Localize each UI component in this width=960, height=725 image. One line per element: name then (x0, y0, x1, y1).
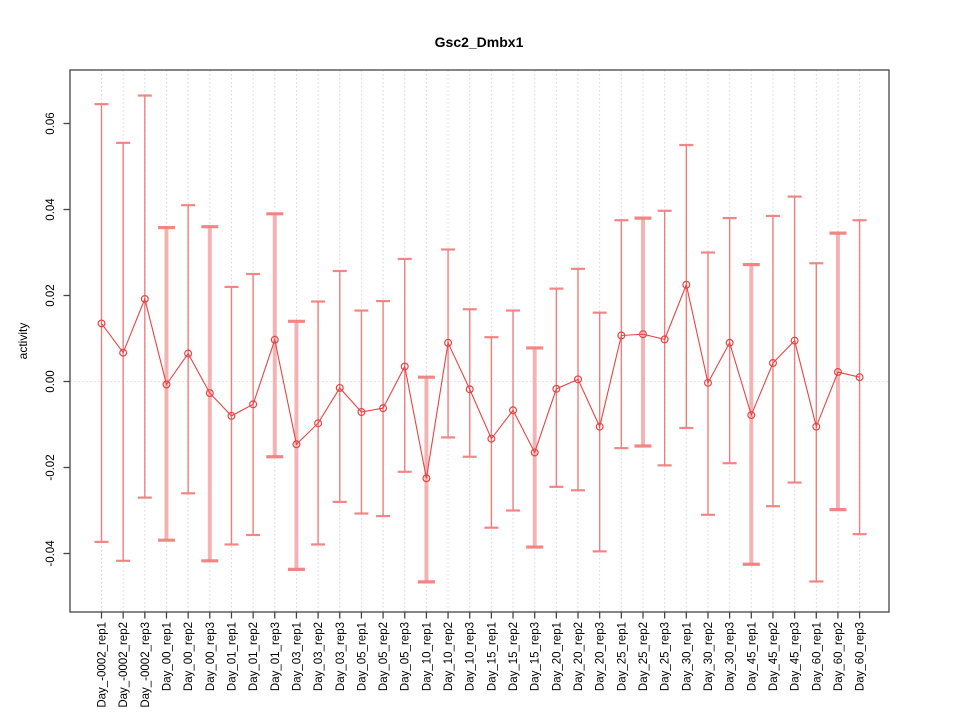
data-point (509, 406, 518, 415)
data-point (97, 319, 106, 328)
data-point (617, 331, 626, 340)
chart-title: Gsc2_Dmbx1 (435, 34, 524, 50)
x-tick-label: Day_20_rep3 (595, 622, 607, 691)
data-point (205, 389, 214, 398)
x-tick-label: Day_15_rep2 (508, 622, 520, 691)
x-tick-label: Day_25_rep1 (616, 622, 628, 691)
x-tick-label: Day_45_rep2 (768, 622, 780, 691)
x-tick-label: Day_25_rep3 (660, 622, 672, 691)
x-tick-label: Day_30_rep2 (703, 622, 715, 691)
data-point (855, 373, 864, 382)
data-point (682, 280, 691, 289)
data-point (487, 434, 496, 443)
data-point (119, 348, 128, 357)
data-point (422, 474, 431, 483)
data-point (379, 404, 388, 413)
y-tick-label: 0.06 (45, 112, 57, 134)
data-point (552, 384, 561, 393)
x-tick-label: Day_05_rep1 (356, 622, 368, 691)
data-point (530, 448, 539, 457)
axes (63, 69, 890, 619)
x-tick-label: Day_05_rep3 (400, 622, 412, 691)
y-tick-label: 0.00 (45, 370, 57, 392)
x-tick-label: Day_45_rep1 (746, 622, 758, 691)
data-point (270, 335, 279, 344)
x-tick-label: Day_15_rep1 (486, 622, 498, 691)
x-tick-label: Day_05_rep2 (378, 622, 390, 691)
data-point (574, 375, 583, 384)
x-tick-label: Day_03_rep2 (313, 622, 325, 691)
x-tick-label: Day_60_rep1 (811, 622, 823, 691)
data-point (790, 336, 799, 345)
y-tick-label: 0.04 (45, 198, 57, 221)
data-point (833, 368, 842, 377)
data-point (747, 411, 756, 420)
data-point (249, 400, 258, 409)
data-point (140, 294, 149, 303)
error-bars (94, 94, 867, 584)
gridlines (70, 70, 889, 612)
x-tick-label: Day_45_rep3 (790, 622, 802, 691)
x-tick-label: Day_03_rep1 (291, 622, 303, 691)
data-point (292, 440, 301, 449)
x-tick-label: Day_10_rep3 (465, 622, 477, 691)
data-point (595, 422, 604, 431)
y-tick-label: -0.04 (45, 540, 57, 567)
data-point (314, 419, 323, 428)
series-line (101, 282, 860, 479)
data-point (444, 338, 453, 347)
x-tick-label: Day_30_rep3 (725, 622, 737, 691)
x-tick-label: Day_01_rep1 (226, 622, 238, 691)
data-point (638, 330, 647, 339)
data-point (703, 378, 712, 387)
x-tick-label: Day_30_rep1 (681, 622, 693, 691)
data-series (97, 280, 864, 483)
x-tick-label: Day_00_rep3 (205, 622, 217, 691)
x-tick-label: Day_15_rep3 (530, 622, 542, 691)
x-tick-label: Day_25_rep2 (638, 622, 650, 691)
x-tick-label: Day_00_rep1 (161, 622, 173, 691)
x-tick-label: Day_-0002_rep1 (97, 622, 109, 708)
y-tick-label: 0.02 (45, 284, 57, 306)
data-point (184, 349, 193, 358)
y-axis-label: activity (16, 323, 30, 360)
plot-border (69, 69, 890, 613)
data-point (725, 338, 734, 347)
x-tick-label: Day_00_rep2 (183, 622, 195, 691)
data-point (660, 335, 669, 344)
x-tick-label: Day_60_rep2 (833, 622, 845, 691)
x-tick-label: Day_10_rep1 (421, 622, 433, 691)
data-point (812, 422, 821, 431)
x-tick-label: Day_-0002_rep3 (140, 622, 152, 708)
y-tick-label: -0.02 (45, 454, 57, 480)
x-tick-label: Day_03_rep3 (335, 622, 347, 691)
data-point (400, 362, 409, 371)
data-point (768, 359, 777, 368)
x-tick-label: Day_20_rep2 (573, 622, 585, 691)
x-tick-label: Day_10_rep2 (443, 622, 455, 691)
data-point (465, 385, 474, 394)
data-point (162, 380, 171, 389)
x-tick-label: Day_01_rep2 (248, 622, 260, 691)
data-point (335, 383, 344, 392)
x-tick-label: Day_20_rep1 (551, 622, 563, 691)
data-point (227, 411, 236, 420)
data-point (357, 408, 366, 417)
x-tick-label: Day_-0002_rep2 (118, 622, 130, 708)
x-tick-label: Day_60_rep3 (855, 622, 867, 691)
x-tick-label: Day_01_rep3 (270, 622, 282, 691)
axis-tick-labels: -0.04 -0.02 0.00 0.02 0.04 0.06 Day_-0002_rep1… (45, 112, 867, 707)
